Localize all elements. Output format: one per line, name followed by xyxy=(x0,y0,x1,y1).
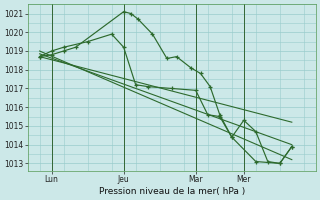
X-axis label: Pression niveau de la mer( hPa ): Pression niveau de la mer( hPa ) xyxy=(99,187,245,196)
